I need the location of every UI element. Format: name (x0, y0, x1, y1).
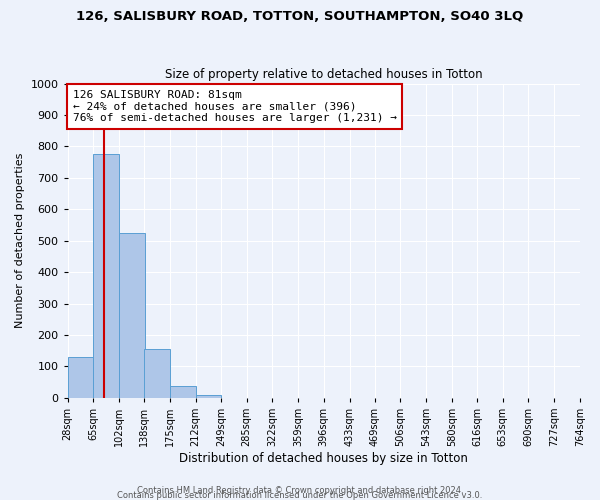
Title: Size of property relative to detached houses in Totton: Size of property relative to detached ho… (165, 68, 482, 81)
Text: 126, SALISBURY ROAD, TOTTON, SOUTHAMPTON, SO40 3LQ: 126, SALISBURY ROAD, TOTTON, SOUTHAMPTON… (76, 10, 524, 23)
Bar (94, 154, 119, 398)
Text: 126 SALISBURY ROAD: 81sqm
← 24% of detached houses are smaller (396)
76% of semi: 126 SALISBURY ROAD: 81sqm ← 24% of detac… (73, 90, 397, 123)
Bar (170, 386, 196, 398)
Bar (144, 349, 170, 398)
X-axis label: Distribution of detached houses by size in Totton: Distribution of detached houses by size … (179, 452, 468, 465)
Text: Contains public sector information licensed under the Open Government Licence v3: Contains public sector information licen… (118, 490, 482, 500)
Bar (68, 357, 94, 398)
Bar (196, 395, 221, 398)
Y-axis label: Number of detached properties: Number of detached properties (15, 153, 25, 328)
Bar (119, 233, 145, 398)
Text: Contains HM Land Registry data © Crown copyright and database right 2024.: Contains HM Land Registry data © Crown c… (137, 486, 463, 495)
